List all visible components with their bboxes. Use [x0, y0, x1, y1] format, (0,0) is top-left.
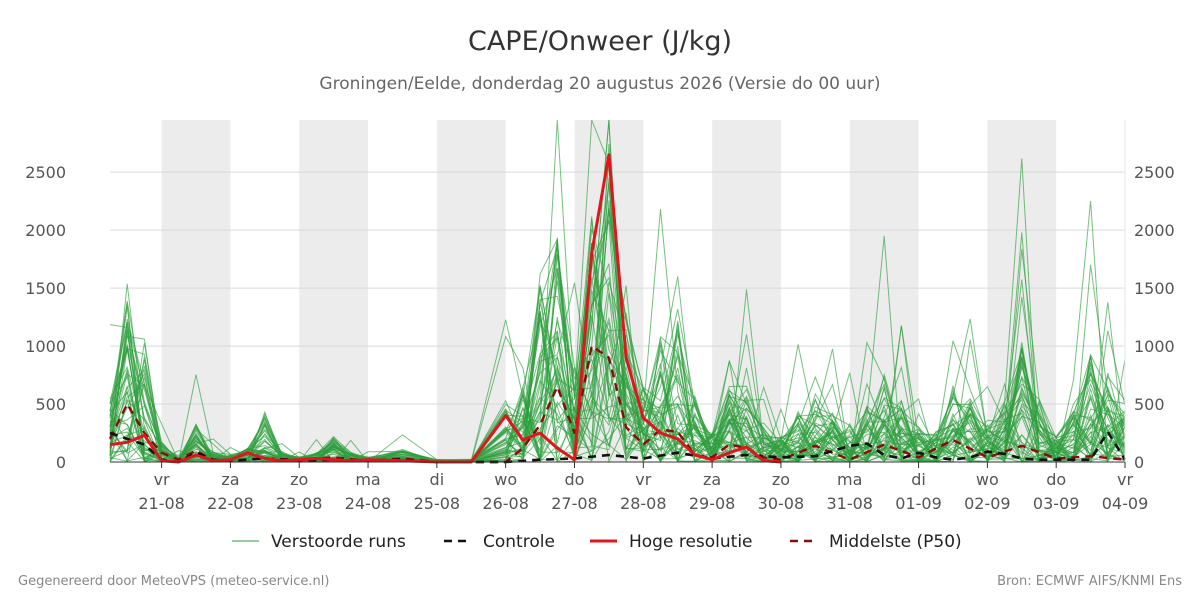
- y-tick-label-left: 0: [56, 453, 66, 472]
- chart-subtitle: Groningen/Eelde, donderdag 20 augustus 2…: [319, 74, 880, 94]
- y-tick-label-left: 1000: [25, 337, 66, 356]
- x-tick-day: ma: [837, 470, 862, 489]
- y-tick-label-left: 2000: [25, 221, 66, 240]
- legend-label-control: Controle: [483, 532, 555, 552]
- ensemble-member-line: [109, 243, 1126, 463]
- x-tick-date: 01-09: [895, 494, 942, 513]
- x-tick-day: vr: [635, 470, 651, 489]
- x-tick-date: 28-08: [620, 494, 667, 513]
- shaded-day-band: [436, 120, 506, 462]
- x-tick-day: do: [565, 470, 585, 489]
- footer-credit: Gegenereerd door MeteoVPS (meteo-service…: [18, 574, 329, 589]
- ensemble-member-line: [109, 232, 1126, 463]
- x-tick-date: 25-08: [414, 494, 461, 513]
- ensemble-member-line: [109, 295, 1126, 463]
- x-tick-day: di: [911, 470, 926, 489]
- x-tick-day: wo: [494, 470, 517, 489]
- x-tick-day: za: [221, 470, 239, 489]
- y-axis-left: 0 500 1000 1500 2000 2500: [25, 163, 66, 472]
- x-tick-date: 21-08: [138, 494, 185, 513]
- x-tick-day: di: [430, 470, 445, 489]
- ensemble-member-line: [109, 324, 1126, 464]
- x-tick-date: 29-08: [689, 494, 736, 513]
- y-axis-right: 0 500 1000 1500 2000 2500: [1124, 120, 1175, 472]
- x-tick-day: zo: [772, 470, 790, 489]
- ensemble-member-line: [109, 246, 1126, 463]
- legend-label-highres: Hoge resolutie: [629, 532, 753, 552]
- shaded-day-band: [299, 120, 369, 462]
- x-tick-day: wo: [976, 470, 999, 489]
- ensemble-member-line: [109, 119, 1126, 463]
- x-tick-day: za: [703, 470, 721, 489]
- x-axis: vr 21-08 za 22-08 zo 23-08 ma 24-08 di 25-08 wo 26-…: [110, 461, 1149, 513]
- x-tick-day: vr: [154, 470, 170, 489]
- y-tick-label-right: 2000: [1134, 221, 1175, 240]
- ensemble-member-line: [109, 119, 1126, 463]
- y-tick-label-right: 1500: [1134, 279, 1175, 298]
- shaded-day-band: [161, 120, 231, 462]
- x-tick-date: 24-08: [345, 494, 392, 513]
- y-tick-label-right: 2500: [1134, 163, 1175, 182]
- x-tick-date: 23-08: [276, 494, 323, 513]
- ensemble-member-line: [109, 328, 1126, 463]
- legend: Verstoorde runs Controle Hoge resolutie Mid…: [232, 532, 962, 552]
- x-tick-date: 26-08: [482, 494, 529, 513]
- y-tick-label-left: 500: [35, 395, 66, 414]
- x-tick-day: zo: [290, 470, 308, 489]
- x-tick-date: 02-09: [964, 494, 1011, 513]
- chart-title: CAPE/Onweer (J/kg): [468, 26, 732, 57]
- y-tick-label-right: 500: [1134, 395, 1165, 414]
- x-tick-day: vr: [1117, 470, 1133, 489]
- y-tick-label-left: 2500: [25, 163, 66, 182]
- legend-label-median: Middelste (P50): [829, 532, 962, 552]
- ensemble-member-line: [109, 277, 1126, 463]
- x-tick-date: 31-08: [826, 494, 873, 513]
- x-tick-date: 30-08: [758, 494, 805, 513]
- x-tick-date: 04-09: [1102, 494, 1149, 513]
- y-tick-label-right: 1000: [1134, 337, 1175, 356]
- y-tick-label-right: 0: [1134, 453, 1144, 472]
- ensemble-member-line: [109, 243, 1126, 463]
- x-tick-day: ma: [355, 470, 380, 489]
- x-tick-date: 03-09: [1033, 494, 1080, 513]
- x-tick-date: 22-08: [207, 494, 254, 513]
- footer-source: Bron: ECMWF AIFS/KNMI Ens: [997, 574, 1182, 589]
- x-tick-date: 27-08: [551, 494, 598, 513]
- x-tick-day: do: [1046, 470, 1066, 489]
- ensemble-member-line: [109, 324, 1126, 463]
- y-tick-label-left: 1500: [25, 279, 66, 298]
- ensemble-lines: [109, 119, 1126, 464]
- legend-label-ensemble: Verstoorde runs: [271, 532, 406, 552]
